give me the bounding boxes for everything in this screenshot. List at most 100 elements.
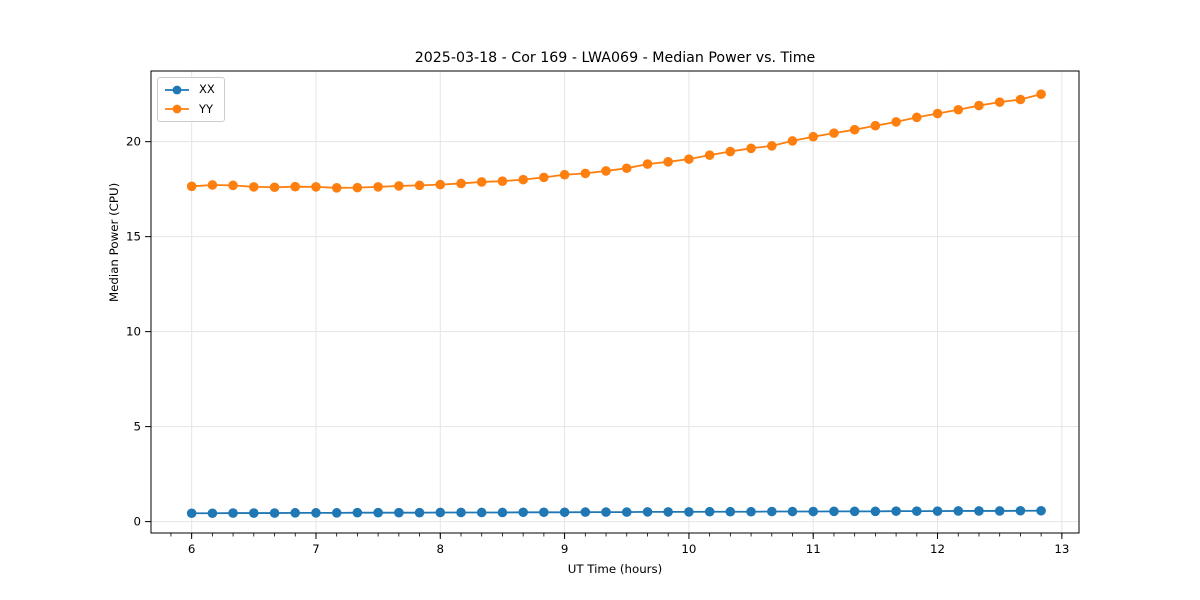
data-point-xx [228,508,238,518]
data-point-yy [269,182,280,193]
data-point-yy [829,128,839,138]
legend-line-marker-icon [165,85,189,95]
data-point-yy [373,182,383,192]
data-point-xx [746,506,756,517]
x-tick-label: 12 [930,542,945,556]
y-tick-label: 10 [126,325,141,339]
data-point-yy [725,146,736,157]
data-point-xx [456,507,466,518]
data-point-xx [311,508,321,518]
data-point-yy [684,154,694,164]
data-point-xx [518,507,528,518]
data-point-xx [207,508,218,519]
y-tick-label: 20 [126,135,141,149]
data-point-xx [601,507,611,517]
x-tick-label: 6 [188,542,196,556]
data-point-yy [311,182,321,192]
data-point-yy [932,108,943,119]
data-point-xx [911,506,922,516]
plot-border [150,70,1080,534]
legend-label-yy: YY [199,101,214,116]
legend-entry-yy: YY [164,100,224,118]
data-point-xx [974,506,984,516]
data-point-xx [476,507,487,518]
legend-line-marker-icon [165,104,189,114]
x-tick-label: 7 [312,542,320,556]
data-point-yy [394,181,404,191]
x-tick-label: 9 [561,542,569,556]
data-point-xx [1015,505,1026,516]
y-tick-label: 5 [133,420,141,434]
data-point-yy [849,124,860,135]
data-point-yy [559,169,570,180]
data-point-yy [518,174,528,185]
data-point-yy [476,177,487,187]
data-point-yy [891,117,901,127]
data-point-xx [663,507,673,517]
data-point-yy [994,97,1005,107]
chart-title: 2025-03-18 - Cor 169 - LWA069 - Median P… [414,50,816,66]
data-point-xx [725,506,736,517]
data-point-xx [352,507,363,518]
data-point-xx [435,507,446,518]
data-point-yy [746,143,756,154]
y-tick-label: 15 [126,230,141,244]
data-point-yy [456,178,466,189]
data-point-yy [621,163,632,174]
data-point-xx [767,506,777,517]
legend: XX YY [157,77,225,122]
data-point-yy [497,176,508,186]
data-point-yy [642,159,653,169]
x-tick-label: 10 [681,542,696,556]
x-axis-label: UT Time (hours) [567,562,663,576]
data-point-xx [808,506,819,517]
data-point-xx [559,507,570,518]
data-point-yy [186,181,197,192]
legend-label-xx: XX [199,81,215,96]
x-tick-label: 11 [806,542,821,556]
data-point-yy [435,179,446,190]
data-point-xx [829,506,839,517]
data-point-yy [414,180,425,191]
series-line-yy [191,93,1042,189]
data-point-xx [953,506,964,516]
data-point-yy [228,180,238,191]
legend-entry-xx: XX [164,81,224,99]
data-point-xx [1036,505,1046,516]
data-point-yy [1036,89,1046,99]
data-point-yy [974,100,984,111]
data-point-xx [269,508,280,518]
data-point-xx [891,506,901,516]
data-point-yy [767,141,777,151]
x-tick-label: 13 [1054,542,1069,556]
data-point-yy [787,136,798,146]
data-point-xx [331,508,342,518]
data-point-yy [953,104,964,115]
data-point-yy [601,166,611,176]
data-point-yy [704,150,715,160]
data-point-yy [1015,94,1026,105]
y-tick-label: 0 [133,515,141,529]
data-point-xx [684,507,694,517]
data-point-yy [352,182,363,193]
data-point-xx [870,506,881,517]
data-point-xx [186,508,197,519]
data-point-xx [994,506,1005,516]
data-point-xx [290,508,301,518]
data-point-yy [249,182,259,192]
data-point-xx [704,506,715,517]
data-point-xx [497,507,508,518]
data-point-xx [373,507,383,518]
x-tick-label: 8 [437,542,445,556]
data-point-yy [539,172,549,183]
data-point-yy [663,157,673,167]
data-point-yy [580,168,591,179]
data-point-yy [207,180,218,190]
data-point-xx [580,507,591,517]
data-point-xx [539,507,549,518]
data-point-xx [249,508,259,518]
data-point-xx [849,506,860,517]
data-point-xx [787,506,798,517]
